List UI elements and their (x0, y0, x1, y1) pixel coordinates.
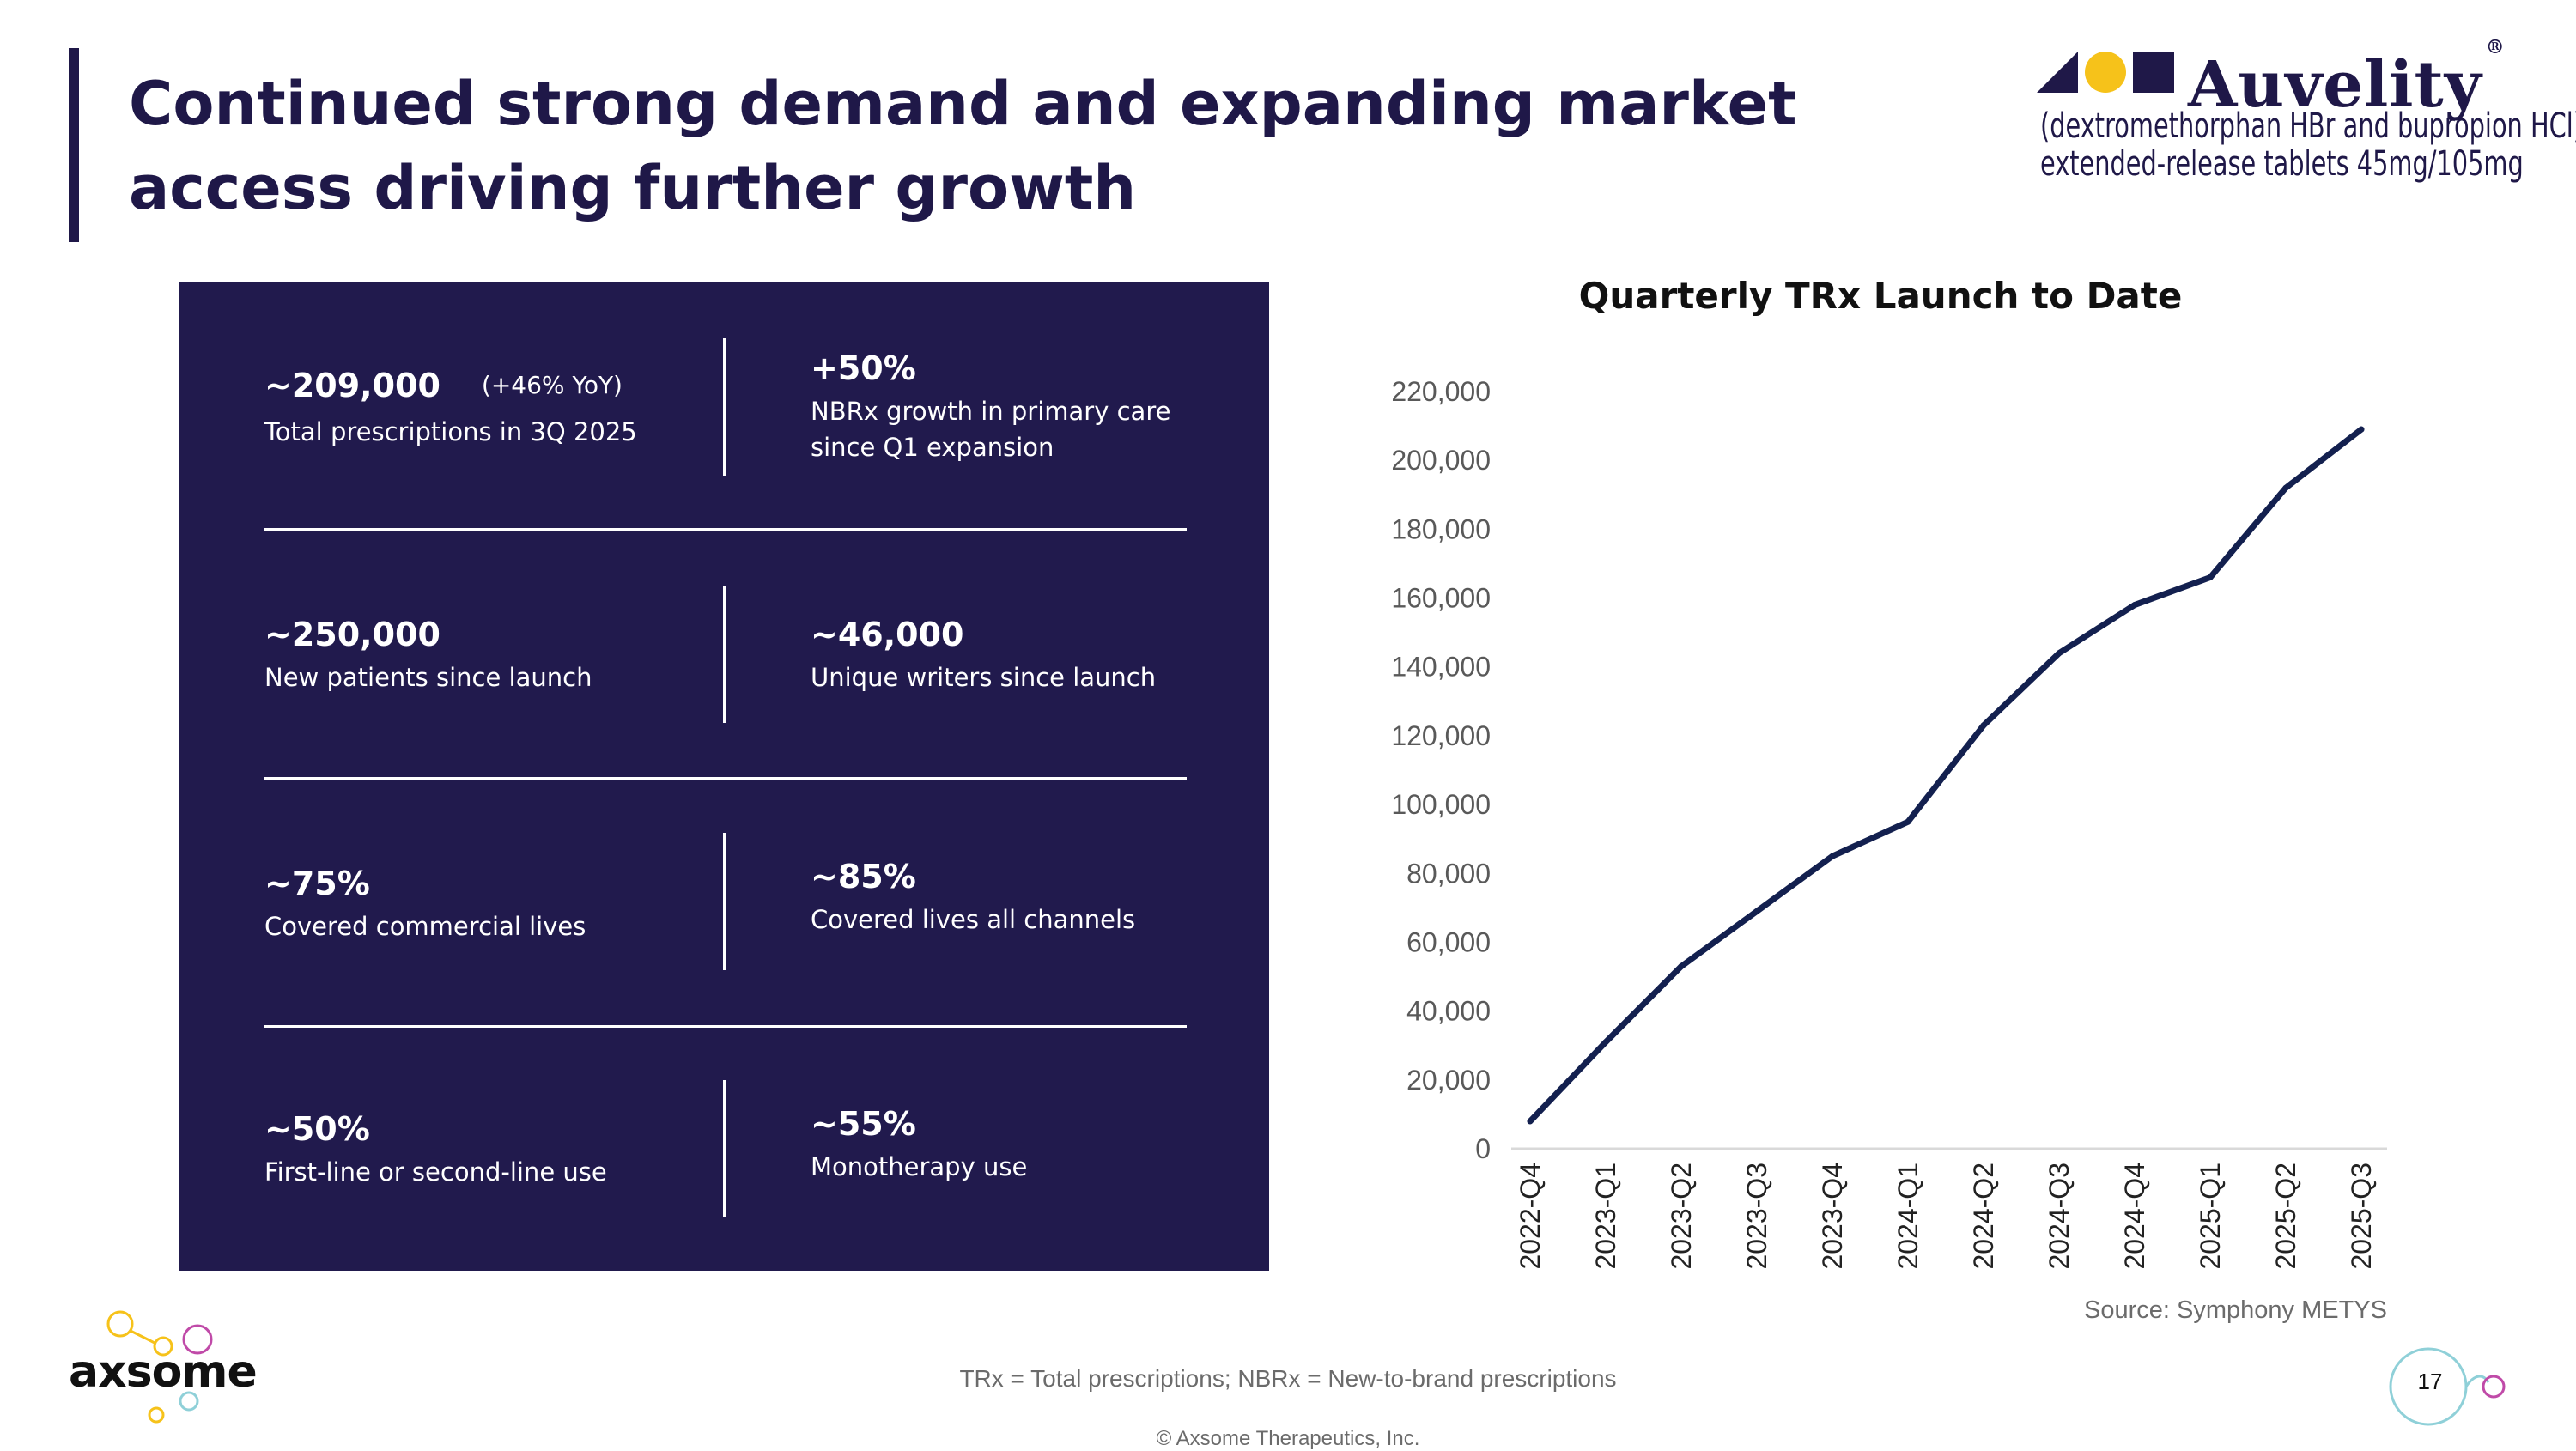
page-badge-icon (2389, 1347, 2506, 1426)
stat-first-line-use: ~50% First-line or second-line use (264, 1108, 711, 1190)
data-point (1905, 818, 1911, 825)
stat-value: ~250,000 (264, 616, 440, 653)
stats-panel: ~209,000 (+46% YoY) Total prescriptions i… (179, 282, 1269, 1271)
x-tick-label: 2024-Q4 (2119, 1163, 2150, 1270)
stat-label: First-line or second-line use (264, 1157, 607, 1187)
brand-name: Auvelity® (2188, 36, 2506, 122)
axsome-molecule-icon (106, 1310, 213, 1424)
y-tick-label: 120,000 (1391, 720, 1491, 751)
data-point (2358, 426, 2365, 433)
x-tick-label: 2023-Q4 (1817, 1163, 1848, 1270)
data-point (1678, 963, 1685, 970)
stat-label: New patients since launch (264, 663, 592, 692)
stats-horizontal-divider (264, 528, 1187, 531)
data-point (1527, 1118, 1534, 1125)
brand-subtitle-line2: extended-release tablets 45mg/105mg (2040, 144, 2524, 184)
x-tick-label: 2023-Q2 (1666, 1163, 1697, 1270)
stat-nbrx-growth: +50% NBRx growth in primary care since Q… (811, 347, 1223, 465)
stat-label: Unique writers since launch (811, 663, 1157, 692)
data-point (1602, 1039, 1609, 1046)
x-tick-label: 2023-Q3 (1741, 1163, 1772, 1270)
y-tick-label: 200,000 (1391, 445, 1491, 476)
data-point (1753, 908, 1760, 914)
stat-label: Covered commercial lives (264, 912, 586, 941)
stat-yoy: (+46% YoY) (481, 371, 623, 399)
brand-logo-block: Auvelity® (dextromethorphan HBr and bupr… (2035, 36, 2576, 199)
axsome-logo: axsome (60, 1305, 283, 1434)
series-line-trx (1527, 426, 2365, 1125)
data-point (2131, 602, 2138, 609)
stat-label: Total prescriptions in 3Q 2025 (264, 417, 637, 446)
brand-subtitle-line1: (dextromethorphan HBr and bupropion HCl) (2040, 106, 2576, 146)
data-point (2282, 484, 2289, 491)
stat-unique-writers: ~46,000 Unique writers since launch (811, 613, 1223, 695)
stat-value: ~209,000 (264, 367, 440, 404)
x-tick-label: 2024-Q3 (2044, 1163, 2075, 1270)
page-title: Continued strong demand and expanding ma… (129, 69, 1797, 223)
x-tick-label: 2025-Q1 (2195, 1163, 2226, 1270)
x-tick-label: 2023-Q1 (1590, 1163, 1621, 1270)
x-tick-label: 2025-Q2 (2270, 1163, 2301, 1270)
y-tick-label: 0 (1475, 1133, 1491, 1164)
stat-value: ~85% (811, 858, 916, 895)
data-point (1829, 853, 1836, 859)
trx-line-chart: 0 20,000 40,000 60,000 80,000 100,000 120,000 1… (1391, 376, 2387, 1270)
stat-commercial-lives: ~75% Covered commercial lives (264, 862, 711, 944)
x-tick-label: 2024-Q1 (1893, 1163, 1923, 1270)
y-tick-label: 140,000 (1391, 652, 1491, 683)
copyright: © Axsome Therapeutics, Inc. (1156, 1427, 1420, 1450)
stat-value: +50% (811, 349, 916, 387)
y-tick-label: 180,000 (1391, 513, 1491, 544)
stat-total-prescriptions: ~209,000 (+46% YoY) Total prescriptions i… (264, 364, 711, 450)
y-tick-label: 20,000 (1406, 1065, 1491, 1096)
stats-horizontal-divider (264, 777, 1187, 780)
footnote: TRx = Total prescriptions; NBRx = New-to… (959, 1365, 1617, 1392)
stats-vertical-divider (723, 833, 726, 970)
x-tick-label: 2025-Q3 (2346, 1163, 2377, 1270)
data-point (2207, 574, 2214, 580)
data-point (1980, 722, 1987, 729)
stat-label: NBRx growth in primary care since Q1 exp… (811, 397, 1171, 462)
stat-label: Monotherapy use (811, 1152, 1028, 1181)
chart-title: Quarterly TRx Launch to Date (1578, 275, 2183, 317)
company-name: axsome (69, 1346, 258, 1398)
stats-vertical-divider (723, 338, 726, 476)
auvelity-logo-icon (2037, 52, 2174, 93)
stat-value: ~46,000 (811, 616, 964, 653)
stats-vertical-divider (723, 1080, 726, 1217)
data-point (2056, 650, 2063, 657)
stats-horizontal-divider (264, 1025, 1187, 1028)
y-tick-label: 40,000 (1406, 996, 1491, 1027)
stat-label: Covered lives all channels (811, 905, 1136, 934)
stat-all-channels: ~85% Covered lives all channels (811, 855, 1223, 938)
y-tick-label: 100,000 (1391, 789, 1491, 820)
stat-monotherapy-use: ~55% Monotherapy use (811, 1102, 1223, 1185)
page-number: 17 (2417, 1369, 2443, 1394)
y-tick-label: 160,000 (1391, 583, 1491, 614)
x-tick-label: 2022-Q4 (1515, 1163, 1546, 1270)
stat-value: ~50% (264, 1110, 370, 1148)
stat-value: ~55% (811, 1105, 916, 1143)
stats-vertical-divider (723, 586, 726, 723)
stat-value: ~75% (264, 865, 370, 902)
title-accent-bar (69, 48, 79, 242)
y-tick-label: 80,000 (1406, 858, 1491, 889)
stat-new-patients: ~250,000 New patients since launch (264, 613, 711, 695)
y-tick-label: 220,000 (1391, 376, 1491, 407)
chart-source: Source: Symphony METYS (2084, 1296, 2387, 1324)
y-tick-label: 60,000 (1406, 926, 1491, 957)
x-tick-label: 2024-Q2 (1968, 1163, 1999, 1270)
